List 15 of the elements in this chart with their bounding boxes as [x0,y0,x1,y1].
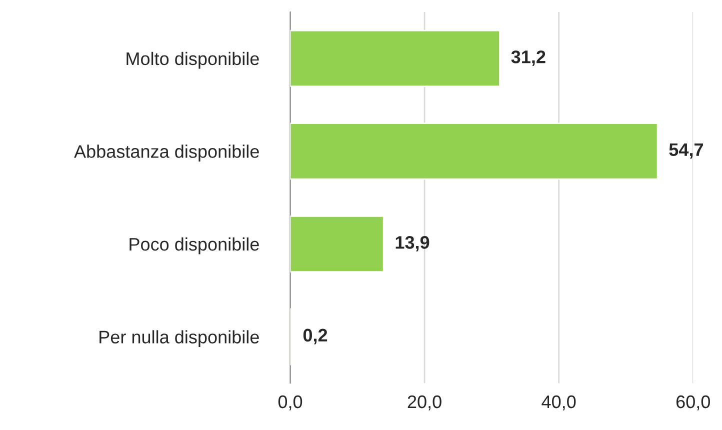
x-tick-label: 0,0 [278,395,302,410]
y-tick-label: Per nulla disponibile [100,330,259,348]
data-label: 31,2 [511,50,546,66]
bar [290,30,500,87]
x-tick-label: 20,0 [408,395,442,410]
data-label: 54,7 [669,143,703,159]
y-tick-label: Abbastanza disponibile [74,144,259,162]
data-label: 13,9 [396,236,430,252]
x-tick-label: 40,0 [542,395,576,410]
x-tick-label: 60,0 [676,395,710,410]
y-tick-label: Poco disponibile [130,237,259,254]
data-label: 0,2 [303,328,328,344]
bar [290,215,384,272]
y-tick-label: Molto disponibile [126,52,259,69]
bar [290,122,658,180]
